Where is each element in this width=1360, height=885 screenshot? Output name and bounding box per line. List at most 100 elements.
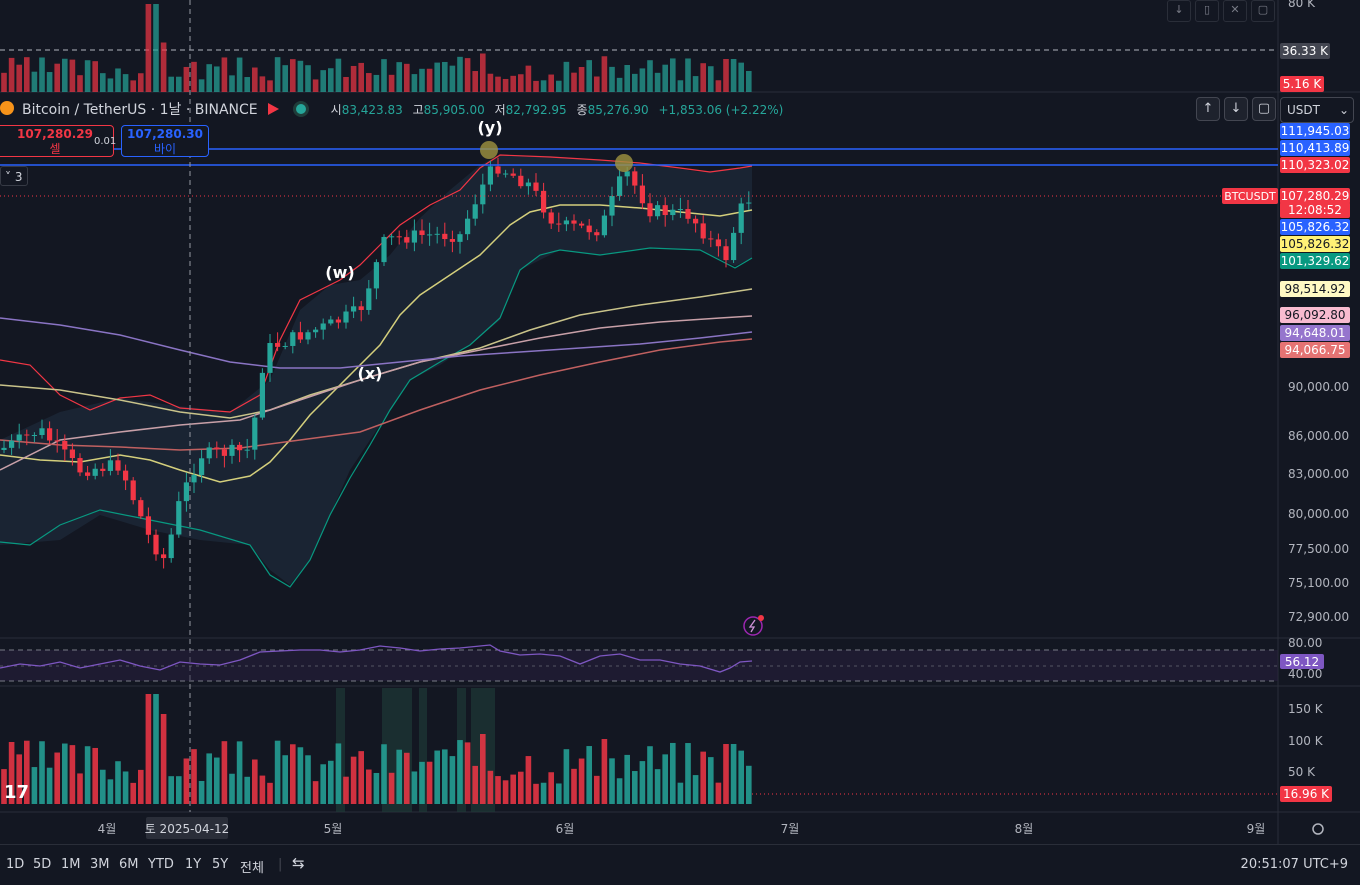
rsi-tick: 40.00 xyxy=(1288,667,1322,681)
volume-tick: 150 K xyxy=(1288,702,1324,716)
ohlc-values: 시83,423.83 고85,905.00 저82,792.95 종85,276… xyxy=(330,102,784,117)
price-tick: 75,100.00 xyxy=(1288,576,1349,590)
price-tag xyxy=(1280,307,1350,323)
move-up-button[interactable]: ↑ xyxy=(1196,97,1220,121)
maximize-pane-button[interactable]: ▢ xyxy=(1252,97,1276,121)
price-tag-label: 98,514.92 xyxy=(1284,282,1345,296)
bitcoin-logo-icon xyxy=(0,101,14,115)
moving-average-purple-line xyxy=(0,317,753,369)
market-status-icon xyxy=(292,101,309,117)
volume-bars xyxy=(1,694,752,804)
time-label: 9월 xyxy=(1247,822,1266,836)
symbol-title[interactable]: Bitcoin / TetherUS · 1날 · BINANCE xyxy=(22,102,258,118)
annotation-x[interactable]: (x) xyxy=(358,364,383,383)
moving-average-pink-line xyxy=(0,315,753,471)
chart-canvas[interactable]: (y) (w) (x) 90,000.00 86,000.00 83,000.00 8… xyxy=(0,0,1360,844)
annotation-y[interactable]: (y) xyxy=(477,118,502,137)
marker-circle-1[interactable] xyxy=(480,141,498,159)
clock[interactable]: 20:51:07 UTC+9 xyxy=(1240,857,1348,872)
range-6m[interactable]: 6M xyxy=(119,857,139,872)
price-tag-label: 96,092.80 xyxy=(1284,308,1345,322)
top-volume-bars xyxy=(1,4,752,92)
time-label: 7월 xyxy=(781,822,800,836)
price-tag-label: 12:08:52 xyxy=(1288,203,1342,217)
crosshair-time-tag xyxy=(146,817,228,839)
settings-gear-icon[interactable] xyxy=(1312,823,1324,835)
range-1y[interactable]: 1Y xyxy=(185,857,202,872)
crosshair-time-label: 토 2025-04-12 xyxy=(145,822,230,836)
chevron-down-icon: ⌄ xyxy=(1338,103,1349,117)
price-tag xyxy=(1280,140,1350,156)
volume-tick: 100 K xyxy=(1288,734,1324,748)
move-down-icon[interactable]: ↓ xyxy=(1167,0,1191,22)
symbol-tag-label: BTCUSDT xyxy=(1224,190,1276,203)
range-1d[interactable]: 1D xyxy=(6,857,25,872)
price-tag-label: 105,826.32 xyxy=(1281,237,1350,251)
range-5d[interactable]: 5D xyxy=(33,857,52,872)
rsi-value-tag: 56.12 xyxy=(1285,655,1319,669)
price-tag xyxy=(1280,188,1350,204)
buy-button[interactable]: 107,280.30 바이 xyxy=(121,125,209,157)
price-tag xyxy=(1280,236,1350,252)
time-label: 4월 xyxy=(98,822,117,836)
price-tick: 83,000.00 xyxy=(1288,467,1349,481)
candlesticks xyxy=(1,157,752,569)
price-tag xyxy=(1280,202,1350,218)
time-label: 5월 xyxy=(324,822,343,836)
range-5y[interactable]: 5Y xyxy=(212,857,229,872)
price-tag xyxy=(1280,342,1350,358)
price-tag-label: 111,945.03 xyxy=(1281,124,1350,138)
price-tag xyxy=(1280,325,1350,341)
trash-icon[interactable]: ▯ xyxy=(1195,0,1219,22)
collapse-icon[interactable]: ✕ xyxy=(1223,0,1247,22)
symbol-tag xyxy=(1222,188,1278,204)
price-tag-label: 94,066.75 xyxy=(1284,343,1345,357)
moving-average-red-line xyxy=(0,338,753,451)
date-range-icon[interactable]: ⇆ xyxy=(292,854,305,872)
range-1m[interactable]: 1M xyxy=(61,857,81,872)
price-tick: 80,000.00 xyxy=(1288,507,1349,521)
price-axis: 90,000.00 86,000.00 83,000.00 80,000.00 77,5… xyxy=(98,0,1350,839)
indicators-collapse-button[interactable]: ˅ 3 xyxy=(0,166,28,186)
flag-icon[interactable] xyxy=(267,103,279,115)
rsi-tick: 80.00 xyxy=(1288,636,1322,650)
price-tag-label: 110,413.89 xyxy=(1281,141,1350,155)
annotation-w[interactable]: (w) xyxy=(325,263,354,282)
range-ytd[interactable]: YTD xyxy=(148,857,174,872)
range-all[interactable]: 전체 xyxy=(240,861,264,876)
bollinger-band-fill xyxy=(0,155,752,585)
sell-button[interactable]: 107,280.29 셀 xyxy=(0,125,114,157)
price-tag xyxy=(1280,219,1350,235)
volume-tag: 16.96 K xyxy=(1283,787,1330,801)
move-down-button[interactable]: ↓ xyxy=(1224,97,1248,121)
marker-circle-2[interactable] xyxy=(615,154,633,172)
rsi-line xyxy=(0,644,753,673)
symbol-legend[interactable]: Bitcoin / TetherUS · 1날 · BINANCE 시83,42… xyxy=(0,96,783,122)
bottom-toolbar: 1D 5D 1M 3M 6M YTD 1Y 5Y 전체 | ⇆ 20:51:07… xyxy=(0,844,1360,885)
volume-tick: 50 K xyxy=(1288,765,1316,779)
price-tag xyxy=(1280,253,1350,269)
time-label: 6월 xyxy=(556,822,575,836)
maximize-icon[interactable]: ▢ xyxy=(1251,0,1275,22)
price-pane xyxy=(0,154,753,588)
top-volume-tick: 80 K xyxy=(1288,0,1316,10)
bollinger-lower-line xyxy=(0,247,753,588)
price-tag-label: 101,329.62 xyxy=(1281,254,1350,268)
pane-controls: ↓ ▯ ✕ ▢ xyxy=(1167,0,1275,22)
price-tag xyxy=(1280,123,1350,139)
top-volume-tag-1: 36.33 K xyxy=(1282,44,1329,58)
price-tick: 77,500.00 xyxy=(1288,542,1349,556)
price-tick: 72,900.00 xyxy=(1288,610,1349,624)
price-tag-label: 110,323.02 xyxy=(1281,158,1350,172)
tradingview-logo: 17 xyxy=(4,782,30,803)
lightning-icon[interactable] xyxy=(743,616,763,636)
currency-select[interactable]: USDT ⌄ xyxy=(1280,97,1354,123)
range-3m[interactable]: 3M xyxy=(90,857,110,872)
price-tick: 86,000.00 xyxy=(1288,429,1349,443)
price-tag-label: 94,648.01 xyxy=(1284,326,1345,340)
time-label: 8월 xyxy=(1015,822,1034,836)
moving-average-yellow-line xyxy=(0,204,753,483)
price-tag xyxy=(1280,281,1350,297)
price-tick: 90,000.00 xyxy=(1288,380,1349,394)
divider: | xyxy=(278,857,283,872)
